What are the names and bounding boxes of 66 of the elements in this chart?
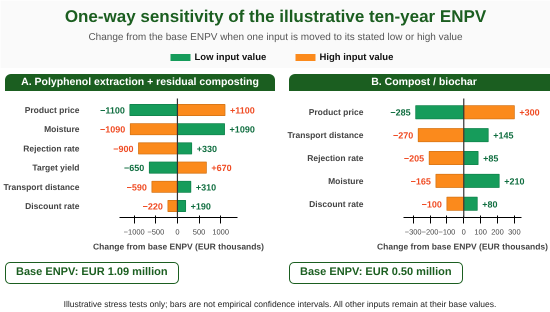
chart-title: B. Compost / biochar [289,74,550,91]
bar [177,200,186,212]
text: Change from the base ENPV when one input is moved to its stated low or high value [88,32,463,43]
text: Base ENPV: EUR 1.09 million [5,262,179,284]
legend-label: High input value [320,52,394,63]
bar [428,150,464,166]
data-label: +330 [196,144,217,154]
y-tick-label: Moisture [44,124,80,134]
y-tick-label: Product price [308,107,364,118]
legend-label: Low input value [194,52,266,63]
bar [130,123,178,136]
bar [177,180,192,193]
data-label: +145 [493,130,514,141]
bar [148,162,178,174]
bar [418,128,464,142]
bar [463,150,479,166]
bar [463,174,500,188]
y-tick-label: Transport distance [3,182,80,192]
data-label: −590 [126,182,147,192]
bar [177,142,192,154]
y-tick-label: Rejection rate [307,153,364,163]
data-label: +300 [519,108,540,118]
bar [415,105,464,120]
y-tick-label: Moisture [328,176,364,186]
data-label: −205 [404,154,424,164]
text: One-way sensitivity of the illustrative ten-year ENPV [64,7,487,26]
bar [463,128,489,142]
data-label: −285 [390,108,411,118]
bar [436,174,464,188]
chart-title: A. Polyphenol extraction + residual composting [5,74,275,91]
x-axis-title: Change from base ENPV (EUR thousands) [377,242,548,252]
data-label: −220 [142,201,163,212]
bar [152,180,178,193]
bar [463,105,515,120]
data-label: −900 [113,144,134,154]
bar [177,123,225,136]
data-label: +670 [211,163,232,174]
bar [138,142,178,154]
text: Base ENPV: EUR 0.50 million [289,262,463,284]
data-label: +210 [504,176,524,186]
y-tick-label: Discount rate [25,200,80,211]
y-tick-label: Rejection rate [23,143,80,154]
bar [177,104,226,116]
data-label: +190 [190,201,211,212]
y-tick-label: Discount rate [309,198,364,209]
bar [129,104,178,116]
data-label: +85 [483,154,498,164]
data-label: −165 [410,176,431,186]
y-tick-label: Transport distance [287,130,364,140]
x-axis-title: Change from base ENPV (EUR thousands) [93,242,264,252]
bar [168,200,178,212]
y-tick-label: Target yield [32,162,80,173]
bar [463,196,478,211]
data-label: −270 [392,130,414,141]
data-label: +1090 [230,124,255,135]
y-tick-label: Product price [24,105,80,116]
data-label: +1100 [230,106,255,116]
text: Illustrative stress tests only; bars are not empirical confidence intervals. All other inputs remain at their base values. [62,298,498,310]
bar [446,196,464,211]
data-label: −1090 [100,124,126,135]
data-label: −650 [124,163,144,174]
data-label: +310 [196,182,216,192]
data-label: −100 [422,199,442,210]
data-label: −1100 [100,106,125,116]
bar [177,162,207,174]
data-label: +80 [482,199,498,210]
